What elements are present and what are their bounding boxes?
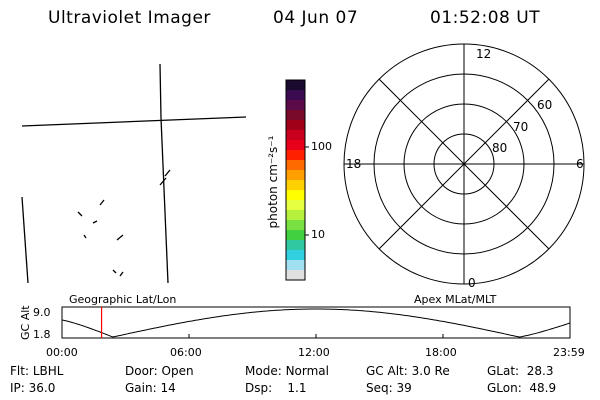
colorbar-cell xyxy=(286,90,305,101)
colorbar-cell xyxy=(286,180,305,191)
map-coastline-left xyxy=(21,196,29,284)
map-longitude-line-upper xyxy=(159,63,162,119)
map-longitude-line-lower xyxy=(160,117,169,284)
colorbar-cell xyxy=(286,140,305,151)
colorbar-cell xyxy=(286,110,305,121)
colorbar-cell xyxy=(286,240,305,251)
colorbar-cell xyxy=(286,150,305,161)
polar-diagonal-2 xyxy=(378,78,550,250)
colorbar-cell xyxy=(286,130,305,141)
altitude-xtick-1800: 18:00 xyxy=(425,346,457,359)
map-coastline-fragments xyxy=(77,169,171,277)
polar-mlt-label-12: 12 xyxy=(476,47,492,61)
polar-mlt-label-18: 18 xyxy=(346,157,362,171)
altitude-frame xyxy=(61,306,571,339)
altitude-xtick-2359: 23:59 xyxy=(553,346,585,359)
colorbar-cell xyxy=(286,190,305,201)
colorbar-cell xyxy=(286,120,305,131)
altitude-xtick-1200: 12:00 xyxy=(298,346,330,359)
colorbar-cell xyxy=(286,250,305,261)
status-ip: IP: 36.0 xyxy=(10,381,56,395)
status-gain: Gain: 14 xyxy=(125,381,176,395)
colorbar-cell xyxy=(286,160,305,171)
colorbar-cell xyxy=(286,230,305,241)
colorbar-cell xyxy=(286,220,305,231)
polar-lat-label-80: 80 xyxy=(492,141,508,155)
polar-lat-label-70: 70 xyxy=(513,120,529,134)
colorbar-cell xyxy=(286,100,305,111)
colorbar-tick-label-100: 100 xyxy=(311,140,332,153)
colorbar-cell xyxy=(286,260,305,271)
time-label: 01:52:08 UT xyxy=(430,8,541,28)
status-gc-alt: GC Alt: 3.0 Re xyxy=(366,364,450,378)
status-mode: Mode: Normal xyxy=(245,364,329,378)
status-dsp: Dsp: 1.1 xyxy=(245,381,307,395)
colorbar-tick-label-10: 10 xyxy=(311,228,325,241)
polar-lat-label-60: 60 xyxy=(537,98,553,112)
altitude-right-caption: Apex MLat/MLT xyxy=(414,293,497,306)
map-latitude-line xyxy=(21,116,247,127)
status-seq: Seq: 39 xyxy=(366,381,412,395)
colorbar-cell xyxy=(286,200,305,211)
altitude-ytick-bottom: 1.8 xyxy=(33,328,51,341)
status-door: Door: Open xyxy=(125,364,194,378)
instrument-title: Ultraviolet Imager xyxy=(48,8,211,28)
altitude-ytick-top: 9.0 xyxy=(33,306,51,319)
polar-mlt-label-0: 0 xyxy=(468,276,476,290)
status-glon: GLon: 48.9 xyxy=(487,381,557,395)
status-filter: Flt: LBHL xyxy=(10,364,64,378)
colorbar-cell xyxy=(286,270,305,281)
altitude-left-caption: Geographic Lat/Lon xyxy=(69,293,177,306)
altitude-xtick-0600: 06:00 xyxy=(170,346,202,359)
colorbar-cell xyxy=(286,80,305,91)
colorbar-cells xyxy=(286,80,305,281)
colorbar-cell xyxy=(286,210,305,221)
status-glat: GLat: 28.3 xyxy=(487,364,554,378)
altitude-curve xyxy=(61,308,571,338)
colorbar-frame xyxy=(285,79,306,281)
date-label: 04 Jun 07 xyxy=(273,8,359,28)
colorbar-cell xyxy=(286,170,305,181)
polar-mlt-label-6: 6 xyxy=(576,157,584,171)
altitude-x-ticks xyxy=(61,334,571,338)
altitude-xtick-0000: 00:00 xyxy=(46,346,78,359)
